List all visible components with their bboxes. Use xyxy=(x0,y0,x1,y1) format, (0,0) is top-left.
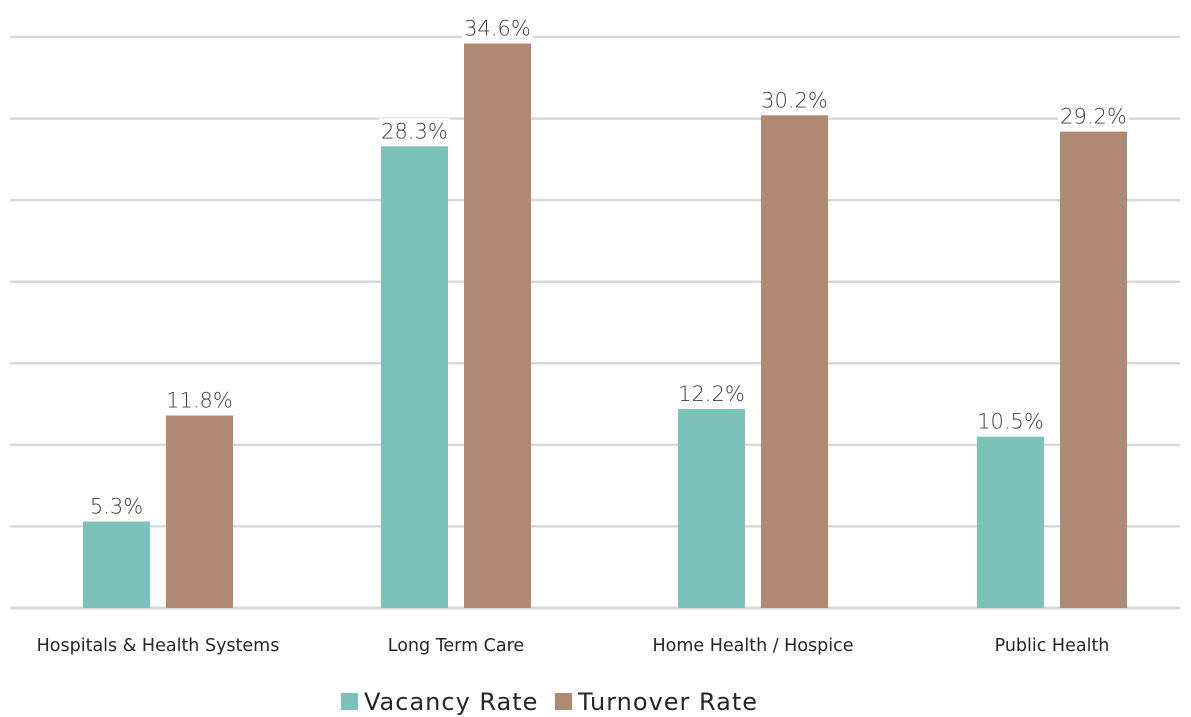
data-label: 11.8% xyxy=(166,388,233,412)
legend-swatch-turnover xyxy=(555,693,572,710)
data-label: 10.5% xyxy=(977,410,1044,434)
data-label: 34.6% xyxy=(464,17,531,41)
bar-turnover xyxy=(166,415,233,608)
category-label: Public Health xyxy=(995,636,1110,656)
category-labels: Hospitals & Health Systems Long Term Care… xyxy=(37,636,1110,656)
bar-turnover xyxy=(761,115,828,609)
data-label: 5.3% xyxy=(90,495,143,519)
category-label: Hospitals & Health Systems xyxy=(37,636,280,656)
bars xyxy=(83,43,1127,609)
data-label-background xyxy=(759,87,830,112)
legend-swatch-vacancy xyxy=(341,693,358,710)
data-labels: 5.3% 11.8% 28.3% 34.6% 12.2% 30.2% 10.5% 29.2% xyxy=(87,15,1129,519)
data-label-background xyxy=(975,408,1046,433)
data-label-background xyxy=(676,380,747,405)
legend-label-vacancy: Vacancy Rate xyxy=(364,688,538,716)
data-label-background xyxy=(87,493,146,518)
bar-vacancy xyxy=(83,521,150,608)
data-label: 28.3% xyxy=(381,119,448,143)
bar-turnover xyxy=(464,43,531,609)
category-label: Home Health / Hospice xyxy=(652,636,853,656)
bar-vacancy xyxy=(977,436,1044,608)
data-label: 12.2% xyxy=(678,382,745,406)
bar-vacancy xyxy=(678,408,745,608)
bar-vacancy xyxy=(381,146,448,608)
data-label-background xyxy=(164,387,235,412)
category-label: Long Term Care xyxy=(388,636,524,656)
data-label: 30.2% xyxy=(761,88,828,112)
bar-turnover xyxy=(1060,131,1127,608)
data-label-background xyxy=(462,15,533,40)
legend: Vacancy Rate Turnover Rate xyxy=(341,688,758,716)
data-label-background xyxy=(1058,103,1129,128)
data-label-background xyxy=(379,118,450,143)
data-label: 29.2% xyxy=(1060,105,1127,129)
legend-label-turnover: Turnover Rate xyxy=(577,688,758,716)
